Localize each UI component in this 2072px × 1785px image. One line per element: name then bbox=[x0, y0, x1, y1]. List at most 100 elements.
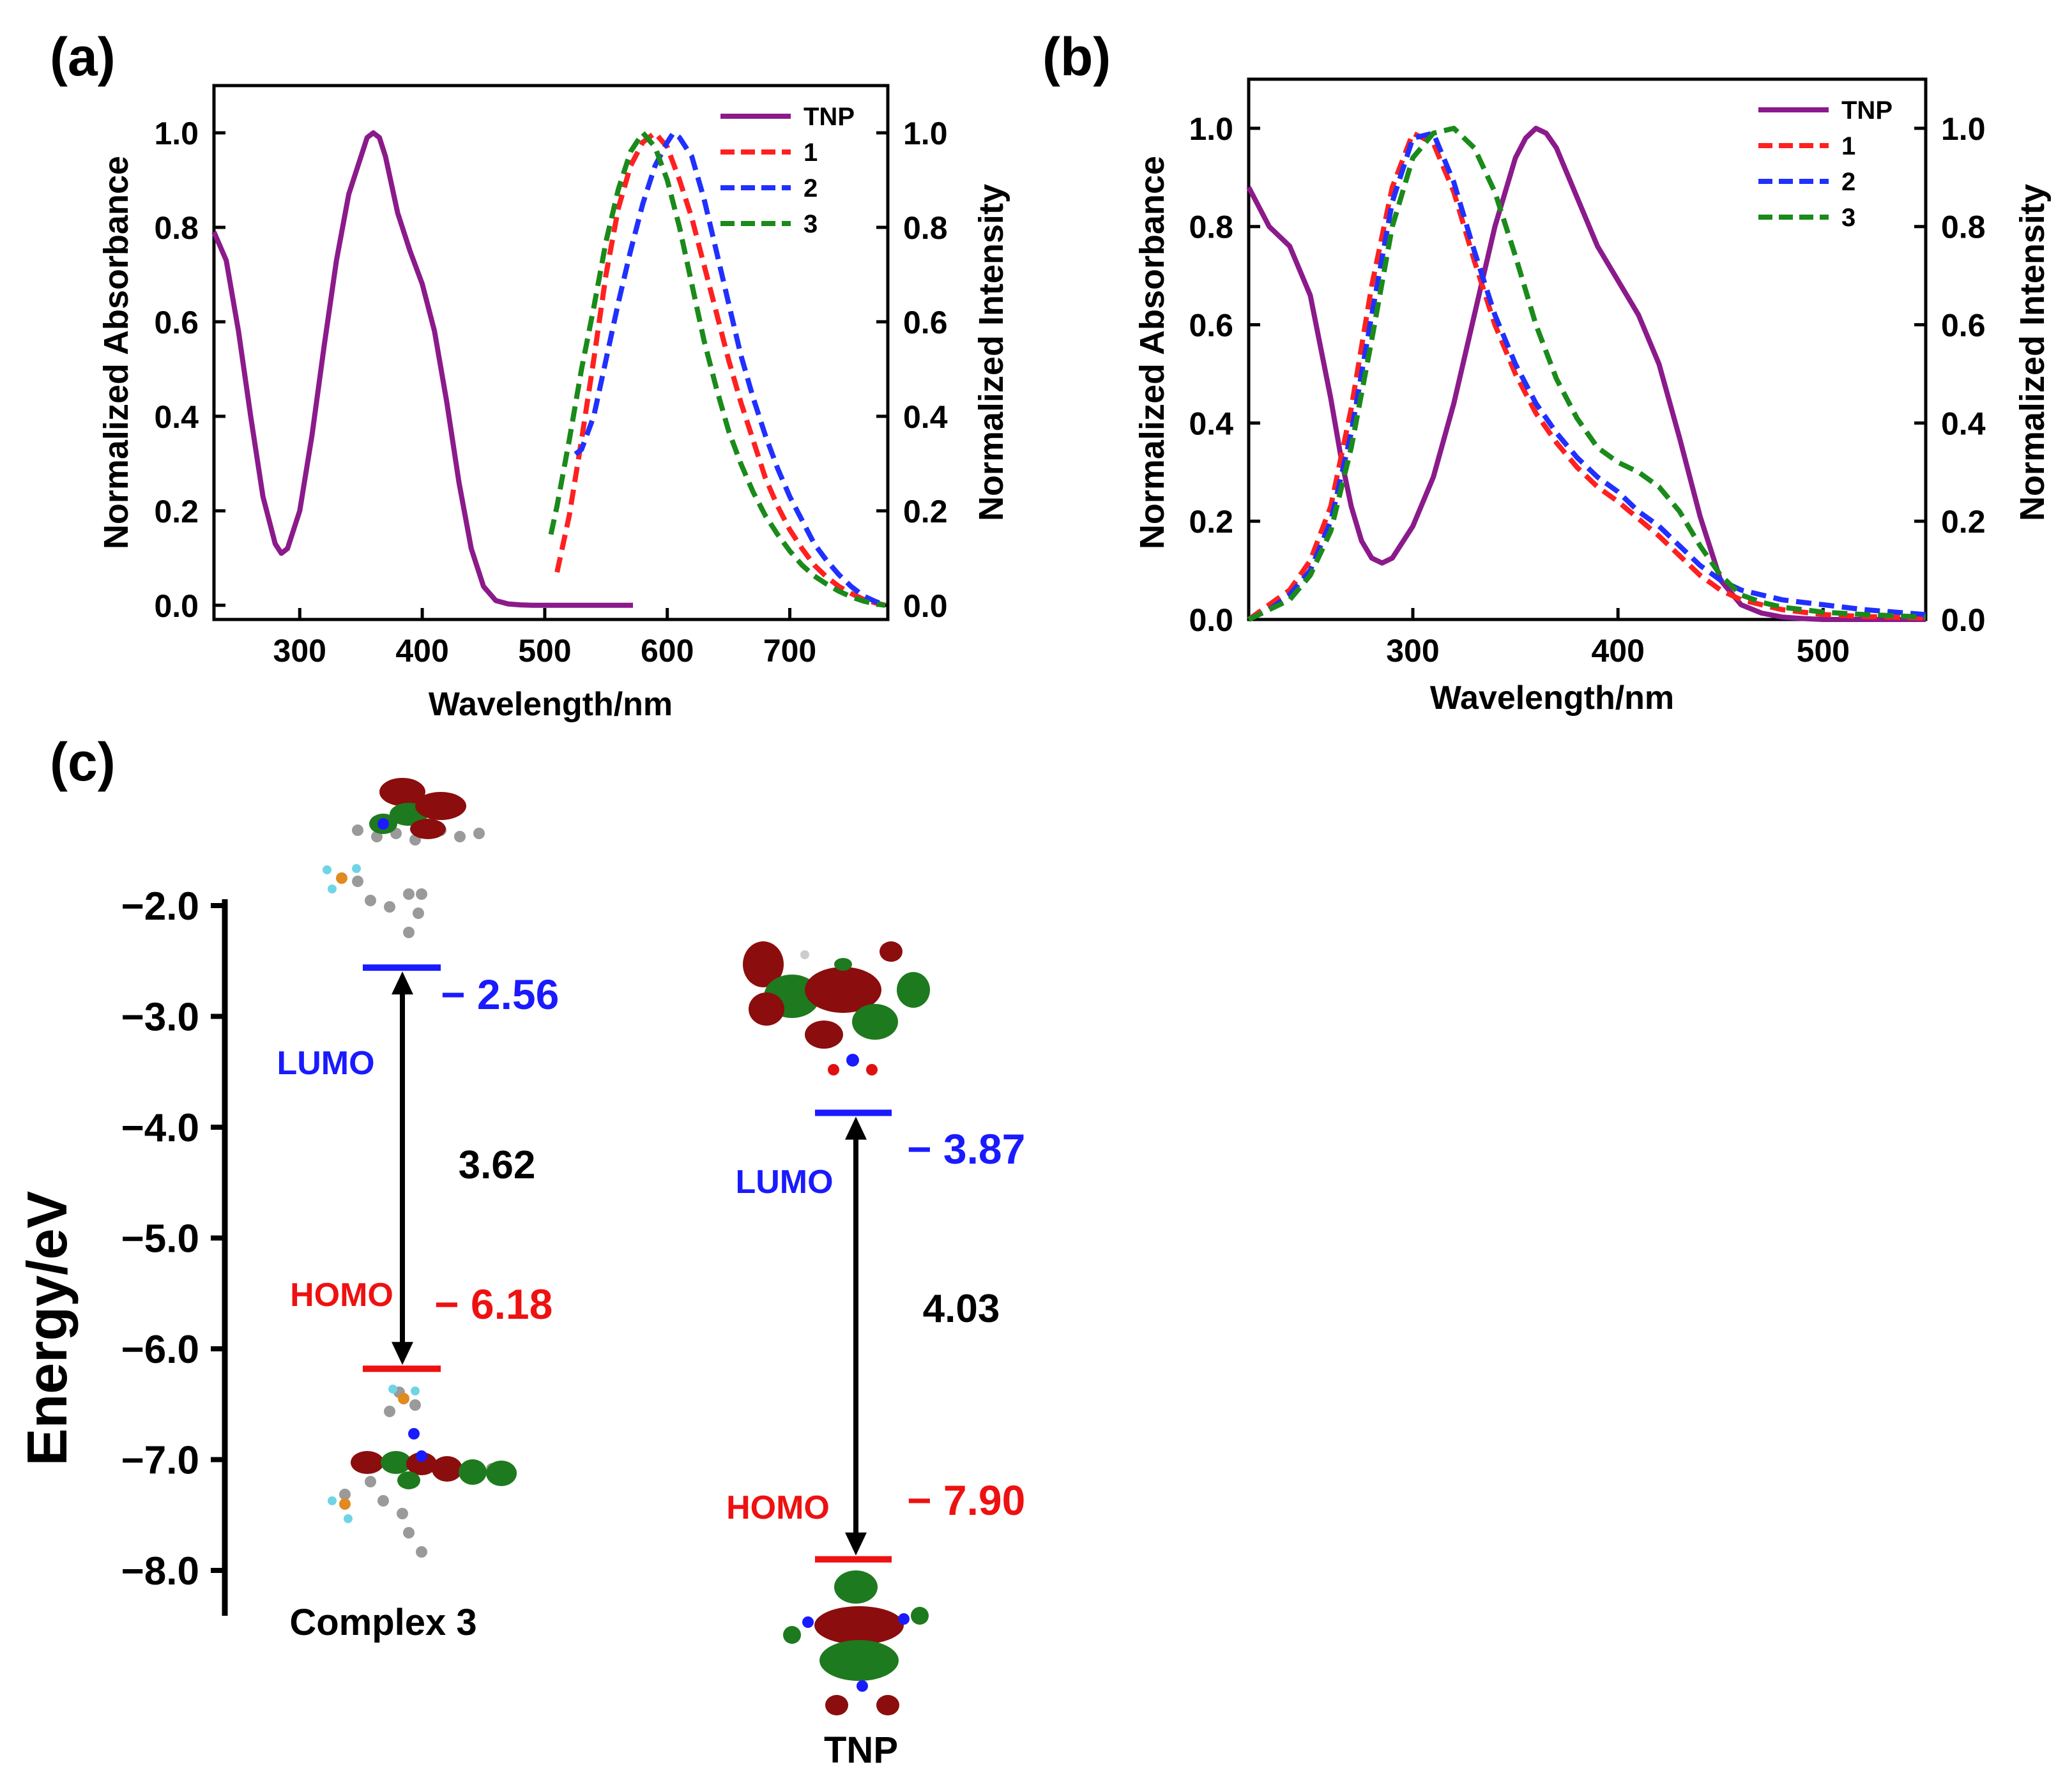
legend-label-2: 2 bbox=[804, 174, 818, 202]
legend-label-3: 3 bbox=[1841, 204, 1855, 232]
complex3-lumo-label: LUMO bbox=[277, 1045, 374, 1082]
complex3-gap-arrow-head-up bbox=[392, 971, 413, 995]
y-tick-label-right: 1.0 bbox=[903, 116, 948, 151]
x-tick-label: 700 bbox=[763, 633, 816, 669]
tnp-lumo-label: LUMO bbox=[735, 1164, 833, 1201]
series-line-2 bbox=[574, 130, 887, 608]
energy-tick-label: −2.0 bbox=[121, 885, 199, 929]
x-tick-label: 600 bbox=[641, 633, 694, 669]
y-tick-label-left: 0.0 bbox=[1189, 602, 1233, 638]
energy-levels: LUMO HOMO − 2.56 − 6.18 3.62 LUMO HOMO − 3.87 − … bbox=[277, 964, 1025, 1563]
chart-b-legend: TNP 1 2 3 bbox=[1758, 96, 1893, 232]
y-tick-label-right: 0.8 bbox=[903, 210, 948, 246]
chart-b-x-ticks: 300 400 500 bbox=[1386, 608, 1850, 669]
x-tick-label: 400 bbox=[1591, 633, 1644, 669]
tnp-homo-label: HOMO bbox=[726, 1489, 830, 1526]
tnp-gap-arrow-head-up bbox=[845, 1116, 867, 1140]
y-tick-label-left: 0.8 bbox=[154, 210, 199, 246]
tnp-gap-arrow-head-down bbox=[845, 1532, 867, 1556]
complex3-gap-arrow-head-down bbox=[392, 1342, 413, 1365]
tnp-gap-value: 4.03 bbox=[923, 1287, 1000, 1331]
tnp-homo-value: − 7.90 bbox=[907, 1477, 1025, 1524]
y-tick-label-left: 1.0 bbox=[1189, 111, 1233, 147]
energy-y-ticks: −2.0 −3.0 −4.0 −5.0 −6.0 −7.0 −8.0 bbox=[121, 885, 225, 1593]
chart-a: 300 400 500 600 700 0.0 0.0 0.2 0.2 0.4 0.4 0.6 0.6… bbox=[97, 84, 1010, 723]
energy-tick-label: −3.0 bbox=[121, 996, 199, 1040]
tnp-homo-orbital-picture bbox=[783, 1570, 929, 1715]
panel-label-a: (a) bbox=[50, 27, 116, 87]
chart-b-y-label-left: Normalized Absorbance bbox=[1133, 156, 1171, 549]
chart-a-frame bbox=[212, 84, 890, 621]
series-line-3 bbox=[548, 130, 886, 608]
x-tick-label: 500 bbox=[1797, 633, 1850, 669]
complex3-homo-label: HOMO bbox=[290, 1277, 393, 1314]
series-line-1 bbox=[554, 130, 887, 608]
y-tick-label-right: 0.4 bbox=[903, 399, 948, 435]
legend-label-1: 1 bbox=[1841, 132, 1855, 160]
tnp-lumo-orbital-picture bbox=[743, 941, 930, 1075]
y-tick-label-left: 0.6 bbox=[154, 305, 199, 340]
energy-tick-label: −8.0 bbox=[121, 1549, 199, 1593]
y-tick-label-right: 0.6 bbox=[903, 305, 948, 340]
legend-label-tnp: TNP bbox=[804, 103, 855, 131]
y-tick-label-right: 0.4 bbox=[1941, 406, 1986, 441]
series-line-tnp bbox=[211, 130, 633, 608]
legend-label-2: 2 bbox=[1841, 168, 1855, 196]
panel-label-b: (b) bbox=[1042, 27, 1111, 87]
complex3-gap-value: 3.62 bbox=[459, 1143, 536, 1187]
y-tick-label-right: 0.6 bbox=[1941, 308, 1986, 344]
y-tick-label-right: 0.8 bbox=[1941, 209, 1986, 245]
y-tick-label-left: 0.6 bbox=[1189, 308, 1233, 344]
system-name-complex3: Complex 3 bbox=[289, 1602, 476, 1643]
chart-a-y-label-right: Normalized Intensity bbox=[972, 184, 1010, 521]
x-tick-label: 300 bbox=[273, 633, 326, 669]
energy-tick-label: −5.0 bbox=[121, 1217, 199, 1261]
chart-b-x-label: Wavelength/nm bbox=[1430, 680, 1674, 717]
complex3-lumo-value: − 2.56 bbox=[441, 971, 559, 1018]
panel-label-c: (c) bbox=[50, 732, 116, 792]
y-tick-label-right: 1.0 bbox=[1941, 111, 1986, 147]
energy-tick-label: −6.0 bbox=[121, 1328, 199, 1372]
chart-a-legend: TNP 1 2 3 bbox=[720, 103, 855, 238]
chart-a-x-label: Wavelength/nm bbox=[429, 686, 673, 723]
y-tick-label-right: 0.2 bbox=[1941, 504, 1986, 540]
complex3-lumo-orbital-picture bbox=[323, 778, 485, 938]
legend-label-3: 3 bbox=[804, 210, 818, 238]
series-line-1 bbox=[1247, 130, 1926, 622]
complex3-homo-value: − 6.18 bbox=[434, 1280, 552, 1328]
legend-label-tnp: TNP bbox=[1841, 96, 1893, 125]
y-tick-label-right: 0.0 bbox=[1941, 602, 1986, 638]
chart-b-y-label-right: Normalized Intensity bbox=[2013, 184, 2052, 521]
y-tick-label-left: 0.8 bbox=[1189, 209, 1233, 245]
energy-tick-label: −7.0 bbox=[121, 1439, 199, 1483]
chart-b: 300 400 500 0.0 0.0 0.2 0.2 0.4 0.4 0.6 0.6 0.8 0.8… bbox=[1133, 77, 2052, 717]
y-tick-label-left: 0.2 bbox=[154, 494, 199, 529]
tnp-lumo-value: − 3.87 bbox=[907, 1125, 1025, 1173]
chart-b-y-ticks: 0.0 0.0 0.2 0.2 0.4 0.4 0.6 0.6 0.8 0.8 1.0 1.0 bbox=[1189, 111, 1985, 638]
chart-a-series bbox=[211, 130, 887, 608]
x-tick-label: 500 bbox=[518, 633, 571, 669]
y-tick-label-left: 0.2 bbox=[1189, 504, 1233, 540]
y-tick-label-left: 0.0 bbox=[154, 588, 199, 624]
y-tick-label-left: 1.0 bbox=[154, 116, 199, 151]
x-tick-label: 300 bbox=[1386, 633, 1439, 669]
y-tick-label-right: 0.2 bbox=[903, 494, 948, 529]
chart-b-series bbox=[1246, 125, 1926, 622]
legend-label-1: 1 bbox=[804, 139, 818, 167]
energy-tick-label: −4.0 bbox=[121, 1106, 199, 1150]
y-tick-label-right: 0.0 bbox=[903, 588, 948, 624]
chart-a-x-ticks: 300 400 500 600 700 bbox=[273, 608, 816, 669]
chart-a-y-label-left: Normalized Absorbance bbox=[97, 156, 135, 549]
y-tick-label-left: 0.4 bbox=[154, 399, 199, 435]
energy-diagram: −2.0 −3.0 −4.0 −5.0 −6.0 −7.0 −8.0 Energy/eV bbox=[15, 778, 1025, 1771]
complex3-homo-orbital-picture bbox=[328, 1385, 517, 1558]
system-name-tnp: TNP bbox=[824, 1729, 898, 1771]
energy-y-label: Energy/eV bbox=[15, 1190, 79, 1466]
series-line-3 bbox=[1247, 125, 1926, 622]
series-line-tnp bbox=[1246, 125, 1926, 622]
series-line-2 bbox=[1247, 130, 1926, 622]
y-tick-label-left: 0.4 bbox=[1189, 406, 1233, 441]
chart-b-frame bbox=[1247, 77, 1928, 621]
chart-a-y-ticks: 0.0 0.0 0.2 0.2 0.4 0.4 0.6 0.6 0.8 0.8 1.0 1.0 bbox=[154, 116, 947, 624]
